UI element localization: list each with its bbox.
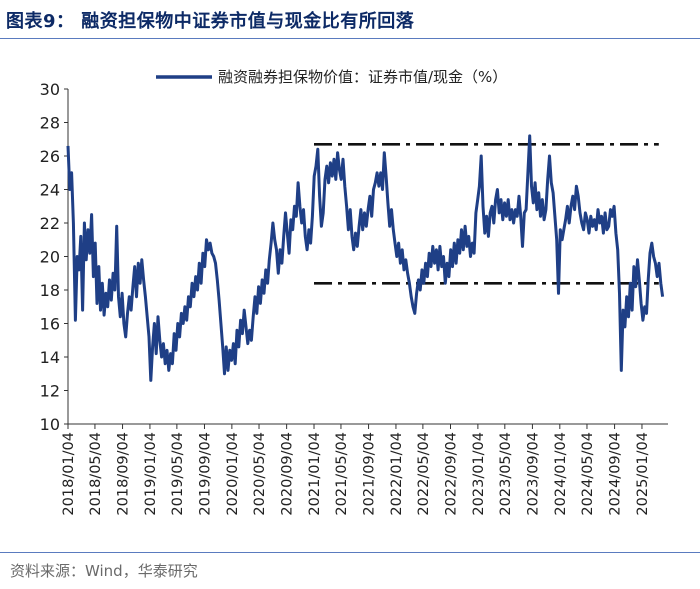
x-tick-label: 2020/09/04 bbox=[280, 432, 296, 516]
chart: 10 12 14 16 18 20 22 24 26 28 30 2018/01/04 2018/05/… bbox=[40, 68, 668, 516]
axes: 10 12 14 16 18 20 22 24 26 28 30 2018/01/04 2018/05/… bbox=[40, 80, 668, 516]
x-tick-label: 2022/01/04 bbox=[389, 432, 405, 516]
x-tick-label: 2020/01/04 bbox=[225, 432, 241, 516]
x-tick-label: 2022/09/04 bbox=[443, 432, 459, 516]
y-tick-label: 10 bbox=[40, 415, 60, 434]
x-tick-label: 2024/05/04 bbox=[580, 432, 596, 516]
legend-label: 融资融券担保物价值：证券市值/现金（%） bbox=[218, 68, 507, 86]
x-tick-label: 2018/01/04 bbox=[61, 432, 77, 516]
x-tick-label: 2018/05/04 bbox=[88, 432, 104, 516]
x-tick-label: 2019/05/04 bbox=[170, 432, 186, 516]
y-tick-label: 22 bbox=[40, 214, 60, 233]
x-tick-label: 2023/05/04 bbox=[498, 432, 514, 516]
x-tick-label: 2020/05/04 bbox=[252, 432, 268, 516]
series-layer bbox=[66, 134, 665, 382]
x-tick-label: 2019/01/04 bbox=[143, 432, 159, 516]
y-tick-label: 28 bbox=[40, 114, 60, 133]
y-tick-label: 20 bbox=[40, 248, 60, 267]
x-tick-label: 2021/01/04 bbox=[307, 432, 323, 516]
source-note: 资料来源：Wind，华泰研究 bbox=[10, 562, 198, 580]
title-divider bbox=[0, 38, 700, 39]
series-line-1 bbox=[66, 134, 665, 382]
y-tick-label: 18 bbox=[40, 281, 60, 300]
x-tick-label: 2024/01/04 bbox=[553, 432, 569, 516]
y-tick-label: 26 bbox=[40, 147, 60, 166]
y-tick-label: 30 bbox=[40, 80, 60, 99]
y-tick-label: 12 bbox=[40, 382, 60, 401]
x-tick-label: 2023/09/04 bbox=[525, 432, 541, 516]
x-tick-label: 2018/09/04 bbox=[116, 432, 132, 516]
reference-lines bbox=[314, 142, 659, 285]
footer-divider bbox=[0, 552, 700, 553]
x-tick-label: 2022/05/04 bbox=[416, 432, 432, 516]
y-tick-label: 14 bbox=[40, 348, 60, 367]
legend: 融资融券担保物价值：证券市值/现金（%） bbox=[156, 68, 507, 86]
x-tick-label: 2021/09/04 bbox=[362, 432, 378, 516]
y-tick-label: 24 bbox=[40, 181, 60, 200]
x-tick-label: 2023/01/04 bbox=[471, 432, 487, 516]
x-tick-label: 2024/09/04 bbox=[608, 432, 624, 516]
figure-title: 图表9： 融资担保物中证券市值与现金比有所回落 bbox=[6, 11, 415, 32]
y-tick-label: 16 bbox=[40, 315, 60, 334]
x-tick-label: 2019/09/04 bbox=[197, 432, 213, 516]
x-tick-label: 2025/01/04 bbox=[635, 432, 651, 516]
x-tick-label: 2021/05/04 bbox=[334, 432, 350, 516]
